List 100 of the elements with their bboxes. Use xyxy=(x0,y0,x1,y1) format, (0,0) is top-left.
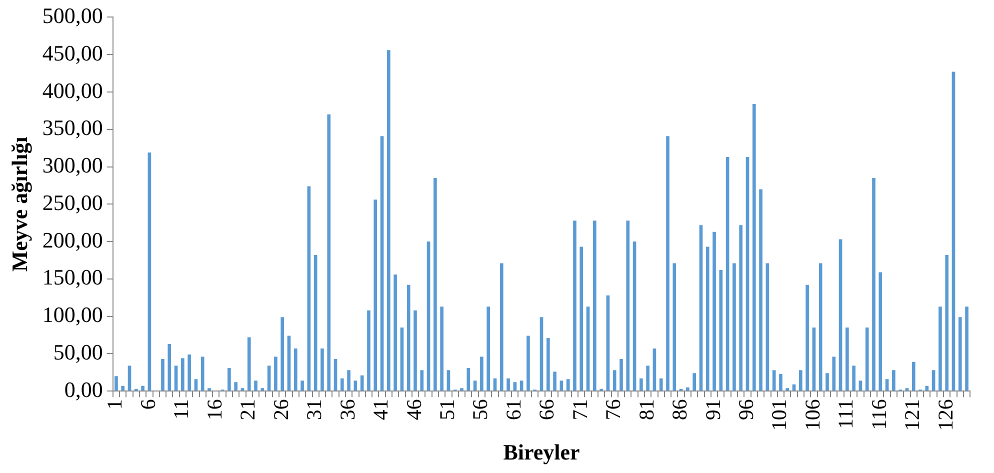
bar xyxy=(965,306,968,391)
x-tick-label: 106 xyxy=(800,399,824,431)
bar xyxy=(420,370,424,391)
bar xyxy=(520,380,524,391)
bar xyxy=(234,382,238,391)
y-tick-label: 300,00 xyxy=(42,152,103,178)
bar xyxy=(945,255,949,391)
bar xyxy=(806,284,809,391)
bar xyxy=(380,136,384,391)
bar xyxy=(659,378,663,391)
bar xyxy=(500,263,504,391)
x-tick-label: 126 xyxy=(933,399,958,431)
bar xyxy=(772,370,776,391)
y-tick-label: 400,00 xyxy=(42,78,103,103)
bar xyxy=(394,274,397,391)
bar xyxy=(440,306,444,391)
bar xyxy=(374,200,378,391)
y-tick-label: 200,00 xyxy=(42,227,103,252)
y-tick-label: 500,00 xyxy=(42,2,103,28)
x-tick-label: 51 xyxy=(434,399,459,420)
bar xyxy=(912,362,916,391)
bar xyxy=(712,232,716,391)
bar xyxy=(473,380,477,391)
bar xyxy=(280,317,284,391)
bar xyxy=(686,387,690,391)
x-tick-label: 91 xyxy=(700,399,725,420)
x-tick-label: 6 xyxy=(136,399,160,410)
bar xyxy=(905,388,909,391)
bar xyxy=(141,386,144,391)
bar xyxy=(593,220,596,391)
x-tick-label: 121 xyxy=(900,399,924,431)
bar xyxy=(208,388,211,391)
bar xyxy=(181,358,184,391)
bar xyxy=(460,388,464,391)
x-tick-label: 41 xyxy=(368,399,393,420)
x-tick-label: 11 xyxy=(169,399,194,420)
bar xyxy=(121,386,125,391)
bar xyxy=(340,378,344,391)
x-tick-label: 86 xyxy=(668,399,692,420)
bar xyxy=(846,328,849,391)
bar xyxy=(812,328,816,391)
bar xyxy=(586,306,590,391)
x-tick-label: 56 xyxy=(468,399,492,420)
bar xyxy=(620,358,623,391)
bar xyxy=(580,246,584,391)
bar xyxy=(652,348,656,391)
bar xyxy=(526,336,530,391)
bar xyxy=(852,366,856,391)
x-axis-title: Bireyler xyxy=(503,439,580,464)
bar xyxy=(640,378,643,391)
bar xyxy=(606,295,610,391)
bar xyxy=(446,370,450,391)
bar xyxy=(300,380,304,391)
bar xyxy=(818,263,822,391)
x-tick-label: 21 xyxy=(236,399,260,420)
bar xyxy=(832,356,836,391)
bar xyxy=(706,246,710,391)
x-tick-label: 46 xyxy=(402,399,426,420)
bar xyxy=(426,242,430,391)
bar xyxy=(699,225,703,391)
bar xyxy=(114,376,118,391)
bar xyxy=(168,344,172,391)
bar xyxy=(858,380,862,391)
bar xyxy=(260,388,264,391)
bar xyxy=(779,374,782,391)
bar xyxy=(466,368,470,391)
bar xyxy=(646,366,650,391)
bar xyxy=(367,310,370,391)
bar xyxy=(161,358,164,391)
x-tick-label: 31 xyxy=(302,399,326,420)
bar xyxy=(958,317,962,391)
bar xyxy=(546,338,550,391)
x-tick-label: 16 xyxy=(202,399,226,420)
y-tick-label: 100,00 xyxy=(42,302,103,328)
bar xyxy=(307,186,311,391)
bar xyxy=(878,272,882,391)
bar xyxy=(267,366,271,391)
bar xyxy=(692,373,696,391)
bar xyxy=(938,306,942,391)
bar xyxy=(434,178,437,391)
bar xyxy=(726,157,730,391)
bar xyxy=(294,348,298,391)
bar xyxy=(566,379,570,391)
y-axis-title: Meyve ağırlığı xyxy=(6,136,32,272)
bar xyxy=(885,379,889,391)
y-tick-label: 250,00 xyxy=(42,190,103,215)
bar xyxy=(892,370,896,391)
x-tick-label: 1 xyxy=(102,399,127,410)
bar xyxy=(414,310,417,391)
bar xyxy=(766,263,770,391)
y-tick-label: 50,00 xyxy=(53,339,103,364)
bar xyxy=(666,136,670,391)
bar xyxy=(188,354,191,391)
y-tick-label: 350,00 xyxy=(42,115,103,140)
bar xyxy=(513,382,517,391)
bar xyxy=(148,152,152,391)
x-tick-label: 66 xyxy=(534,399,559,420)
bar xyxy=(759,189,762,391)
bar xyxy=(752,104,756,391)
bar xyxy=(228,368,231,391)
